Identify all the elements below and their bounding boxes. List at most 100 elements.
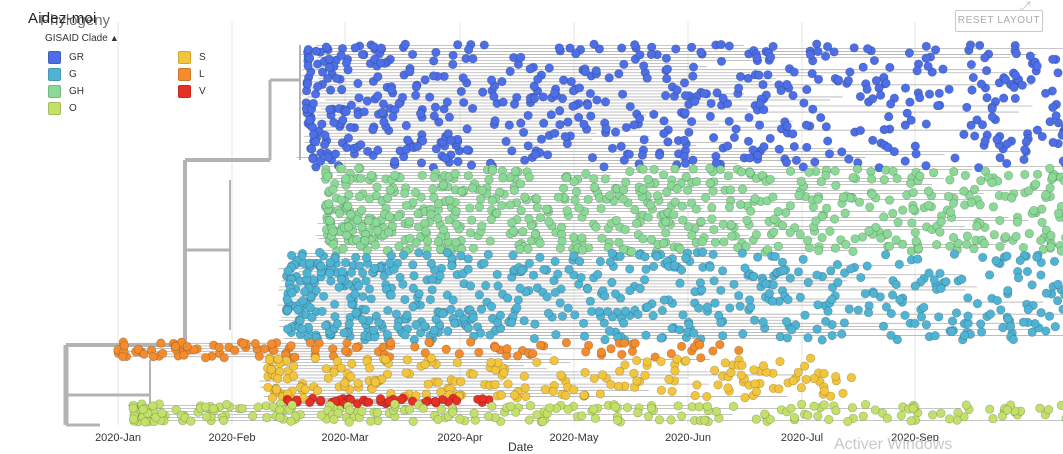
tip-point-g — [558, 312, 567, 321]
tip-point-gr — [753, 53, 762, 62]
tip-point-gr — [639, 62, 648, 71]
tip-point-gr — [447, 136, 456, 145]
tip-point-g — [660, 296, 669, 305]
legend-item-g[interactable]: G — [48, 67, 77, 81]
tip-point-gh — [497, 201, 506, 210]
tip-point-gh — [525, 214, 534, 223]
tip-point-g — [520, 316, 529, 325]
tip-point-g — [410, 271, 419, 280]
tip-point-gh — [536, 213, 545, 222]
tip-point-gr — [687, 117, 696, 126]
tip-point-g — [828, 331, 837, 340]
tip-point-gh — [554, 193, 563, 202]
tip-point-gh — [639, 185, 648, 194]
tip-point-gr — [491, 116, 500, 125]
tip-point-gh — [963, 240, 972, 249]
tip-point-gr — [766, 134, 775, 143]
tip-point-gr — [622, 123, 631, 132]
tip-point-gh — [659, 171, 668, 180]
tip-point-o — [674, 402, 683, 411]
tip-point-o — [820, 401, 829, 410]
x-axis-label: Date — [508, 440, 533, 454]
tip-point-g — [857, 273, 866, 282]
tip-point-gr — [960, 130, 969, 139]
tip-point-o — [405, 405, 414, 414]
tip-point-gh — [766, 175, 775, 184]
tip-point-g — [636, 284, 645, 293]
tip-point-gh — [354, 164, 363, 173]
legend-label: V — [199, 86, 206, 97]
legend-item-o[interactable]: O — [48, 101, 77, 115]
tip-point-gh — [1047, 231, 1056, 240]
tip-point-gh — [466, 204, 475, 213]
chevron-up-icon[interactable]: ▲ — [110, 33, 119, 43]
tip-point-gh — [1038, 218, 1047, 227]
tip-point-l — [352, 343, 361, 352]
tip-point-g — [676, 326, 685, 335]
tip-point-gh — [626, 167, 635, 176]
legend-item-gr[interactable]: GR — [48, 50, 84, 64]
tip-point-o — [346, 406, 355, 415]
tip-point-s — [806, 354, 815, 363]
tip-point-v — [478, 394, 487, 403]
tip-point-s — [671, 367, 680, 376]
tip-point-gr — [755, 121, 764, 130]
tip-point-s — [607, 380, 616, 389]
tip-point-gh — [511, 167, 520, 176]
tip-point-g — [315, 248, 324, 257]
tip-point-gr — [661, 91, 670, 100]
tip-point-gh — [929, 168, 938, 177]
tip-point-o — [677, 412, 686, 421]
legend-item-v[interactable]: V — [178, 84, 206, 98]
tip-point-gh — [893, 174, 902, 183]
tip-point-gr — [389, 113, 398, 122]
tip-point-s — [324, 374, 333, 383]
tip-point-g — [394, 323, 403, 332]
tip-point-gh — [1057, 247, 1063, 256]
tip-point-gr — [605, 74, 614, 83]
tip-point-gh — [339, 244, 348, 253]
tip-point-o — [254, 403, 263, 412]
tip-point-gr — [463, 146, 472, 155]
tip-point-gh — [365, 195, 374, 204]
tip-point-gh — [584, 195, 593, 204]
tip-point-s — [504, 380, 513, 389]
tip-point-gr — [764, 71, 773, 80]
tip-point-gh — [977, 176, 986, 185]
tip-point-gr — [816, 113, 825, 122]
tip-point-g — [634, 310, 643, 319]
tip-point-gr — [618, 90, 627, 99]
tip-point-gr — [417, 159, 426, 168]
tip-point-g — [516, 284, 525, 293]
tip-point-gh — [329, 227, 338, 236]
tip-point-g — [283, 306, 292, 315]
tip-point-gr — [412, 83, 421, 92]
tip-point-gr — [925, 90, 934, 99]
tip-point-g — [409, 260, 418, 269]
tip-point-gr — [457, 87, 466, 96]
tip-point-gr — [1026, 52, 1035, 61]
tip-point-gh — [865, 227, 874, 236]
legend-item-l[interactable]: L — [178, 67, 205, 81]
tip-point-gr — [463, 125, 472, 134]
tip-point-g — [359, 292, 368, 301]
legend-title[interactable]: GISAID Clade▲ — [45, 33, 119, 44]
tip-point-gr — [760, 142, 769, 151]
tip-point-s — [580, 391, 589, 400]
tip-point-o — [883, 414, 892, 423]
tip-point-o — [545, 404, 554, 413]
tip-point-g — [1016, 256, 1025, 265]
tip-point-g — [340, 329, 349, 338]
tip-point-gr — [662, 74, 671, 83]
legend-item-s[interactable]: S — [178, 50, 206, 64]
tip-point-s — [437, 388, 446, 397]
tip-point-gr — [880, 125, 889, 134]
legend-title-text: GISAID Clade — [45, 33, 108, 44]
tip-point-gh — [383, 194, 392, 203]
tip-point-g — [401, 331, 410, 340]
legend-swatch — [178, 68, 191, 81]
tip-point-gr — [967, 121, 976, 130]
tip-point-g — [303, 269, 312, 278]
legend-item-gh[interactable]: GH — [48, 84, 84, 98]
tip-point-gh — [1004, 171, 1013, 180]
